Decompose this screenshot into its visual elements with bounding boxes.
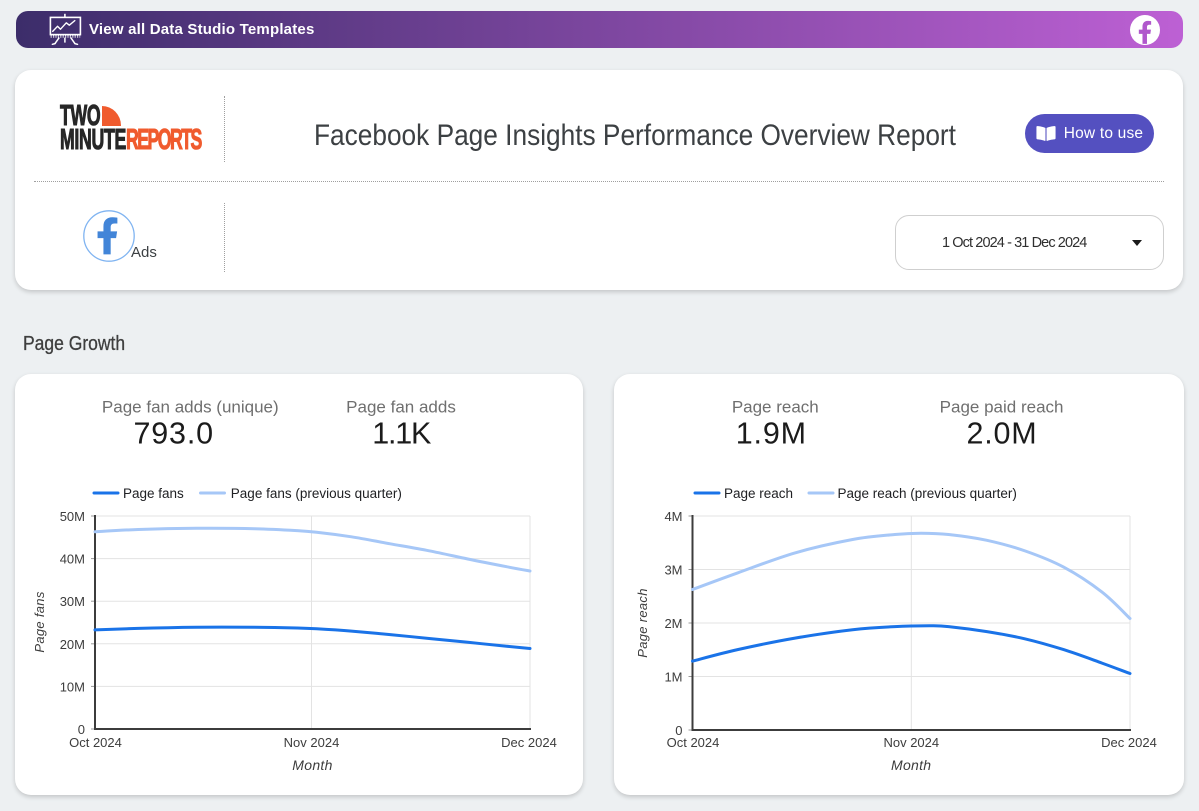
svg-text:Nov 2024: Nov 2024 [284, 735, 340, 750]
svg-text:Oct 2024: Oct 2024 [69, 735, 122, 750]
svg-text:3M: 3M [664, 563, 682, 578]
svg-text:40M: 40M [60, 552, 85, 567]
svg-text:1M: 1M [664, 670, 682, 685]
svg-text:Page fan adds (unique): Page fan adds (unique) [102, 397, 279, 416]
svg-text:20M: 20M [60, 637, 85, 652]
svg-text:0: 0 [78, 722, 85, 737]
svg-text:10M: 10M [60, 679, 85, 694]
svg-text:Dec 2024: Dec 2024 [501, 735, 557, 750]
svg-text:50M: 50M [60, 509, 85, 524]
svg-text:Page reach: Page reach [724, 486, 793, 501]
svg-text:1.9M: 1.9M [736, 417, 807, 451]
svg-text:Page reach: Page reach [635, 588, 650, 658]
svg-text:2M: 2M [664, 616, 682, 631]
svg-text:Oct 2024: Oct 2024 [667, 735, 720, 750]
svg-text:Month: Month [891, 757, 931, 773]
svg-text:Nov 2024: Nov 2024 [883, 735, 939, 750]
svg-text:Page fans (previous quarter): Page fans (previous quarter) [231, 486, 402, 501]
svg-text:4M: 4M [664, 509, 682, 524]
svg-text:30M: 30M [60, 594, 85, 609]
svg-text:2.0M: 2.0M [966, 417, 1037, 451]
svg-text:Dec 2024: Dec 2024 [1101, 735, 1157, 750]
svg-text:Page paid reach: Page paid reach [940, 397, 1064, 416]
svg-text:793.0: 793.0 [134, 417, 214, 451]
svg-text:Month: Month [292, 757, 332, 773]
svg-text:Page fans: Page fans [123, 486, 184, 501]
svg-text:Page fans: Page fans [32, 591, 47, 652]
svg-text:Page fan adds: Page fan adds [346, 397, 456, 416]
svg-text:Page reach (previous quarter): Page reach (previous quarter) [838, 486, 1017, 501]
svg-text:0: 0 [675, 723, 682, 738]
svg-text:Page reach: Page reach [732, 397, 819, 416]
svg-text:1.1K: 1.1K [372, 417, 431, 451]
